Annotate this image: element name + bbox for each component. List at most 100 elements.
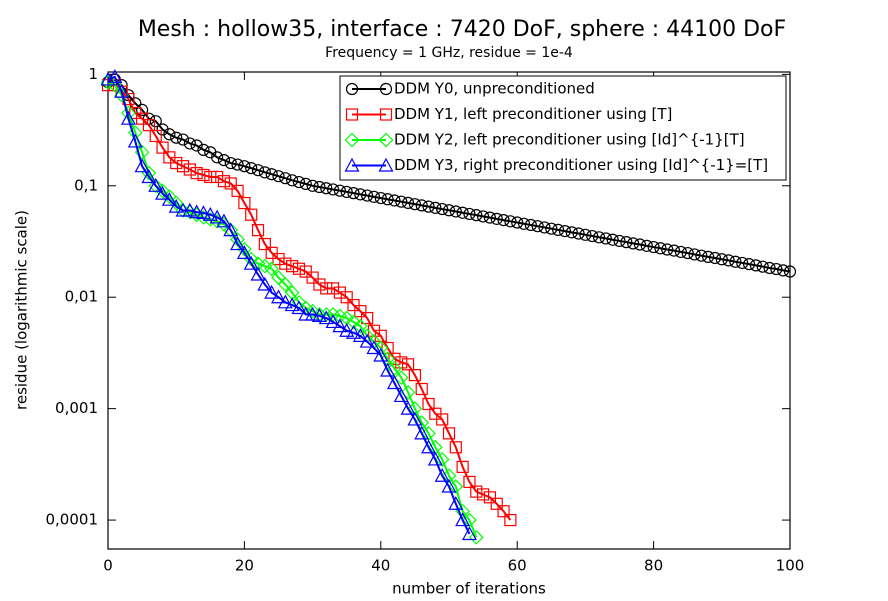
marker (209, 209, 225, 224)
series-line (107, 78, 791, 273)
legend-marker (345, 108, 359, 121)
marker (107, 77, 123, 93)
marker (359, 333, 375, 348)
marker (313, 180, 326, 194)
marker (408, 198, 421, 211)
marker (277, 294, 293, 309)
marker (223, 222, 239, 237)
x-tick-label: 20 (235, 557, 254, 575)
marker (414, 425, 430, 440)
marker (681, 246, 694, 260)
marker (531, 220, 544, 233)
marker (674, 245, 687, 259)
marker (306, 179, 319, 192)
marker (251, 164, 265, 177)
marker (320, 282, 333, 295)
marker (361, 189, 374, 202)
y-tick-label: 0,01 (65, 288, 98, 306)
x-tick-label: 100 (776, 557, 805, 575)
marker (292, 175, 306, 189)
legend-marker (345, 82, 359, 96)
marker (238, 160, 251, 173)
marker (346, 324, 362, 339)
marker (442, 427, 456, 440)
marker (386, 375, 402, 390)
marker (408, 368, 421, 382)
marker (352, 328, 368, 342)
marker (284, 297, 300, 312)
marker (340, 291, 353, 304)
marker (729, 255, 742, 268)
marker (468, 529, 484, 545)
marker (197, 168, 210, 182)
marker (190, 166, 203, 180)
marker (633, 238, 647, 251)
marker (456, 206, 469, 219)
marker (722, 254, 735, 267)
marker (442, 204, 456, 217)
marker (170, 131, 183, 144)
marker (134, 158, 150, 173)
marker (361, 311, 374, 325)
marker (211, 170, 224, 184)
marker (277, 277, 293, 292)
marker (538, 221, 551, 234)
marker (243, 255, 259, 270)
marker (606, 233, 619, 246)
x-tick-label: 0 (103, 557, 113, 575)
marker (572, 227, 585, 240)
marker (517, 217, 531, 230)
marker (204, 170, 217, 184)
marker (448, 496, 464, 510)
marker (311, 308, 327, 322)
marker (477, 488, 490, 501)
marker (264, 284, 280, 299)
marker (148, 178, 164, 194)
marker (367, 190, 381, 203)
legend: DDM Y0, unpreconditioned DDM Y1, left pre… (339, 75, 787, 181)
marker (176, 160, 190, 173)
chart-subtitle: Frequency = 1 GHz, residue = 1e-4 (325, 45, 573, 61)
marker (217, 154, 231, 167)
marker (325, 314, 341, 329)
marker (272, 252, 285, 266)
marker (461, 526, 477, 541)
marker (777, 264, 790, 277)
marker (381, 193, 394, 206)
legend-label: DDM Y0, unpreconditioned (394, 80, 595, 98)
marker (202, 206, 218, 221)
marker (211, 151, 224, 164)
marker (388, 194, 401, 207)
x-tick-label: 80 (644, 557, 663, 575)
marker (770, 262, 783, 276)
marker (477, 210, 490, 223)
marker (524, 218, 537, 232)
marker (224, 177, 237, 190)
marker (148, 178, 164, 192)
legend-label: DDM Y3, right preconditioner using [Id]^… (394, 156, 768, 174)
legend-marker (378, 132, 394, 148)
marker (366, 340, 382, 355)
marker (120, 110, 136, 125)
marker (373, 347, 389, 362)
x-tick-label: 40 (371, 557, 390, 575)
marker (168, 198, 184, 213)
marker (257, 276, 273, 291)
marker (230, 236, 246, 251)
marker (490, 497, 503, 510)
marker (749, 259, 763, 272)
marker (497, 505, 510, 518)
legend-marker (378, 157, 394, 172)
marker (291, 300, 307, 315)
series (101, 73, 797, 278)
marker (107, 69, 123, 83)
marker (449, 205, 462, 218)
marker (347, 187, 360, 200)
marker (245, 162, 258, 175)
marker (558, 225, 572, 238)
marker (272, 170, 285, 183)
marker (504, 513, 517, 527)
marker (286, 174, 299, 187)
marker (223, 222, 239, 238)
marker (216, 213, 232, 228)
